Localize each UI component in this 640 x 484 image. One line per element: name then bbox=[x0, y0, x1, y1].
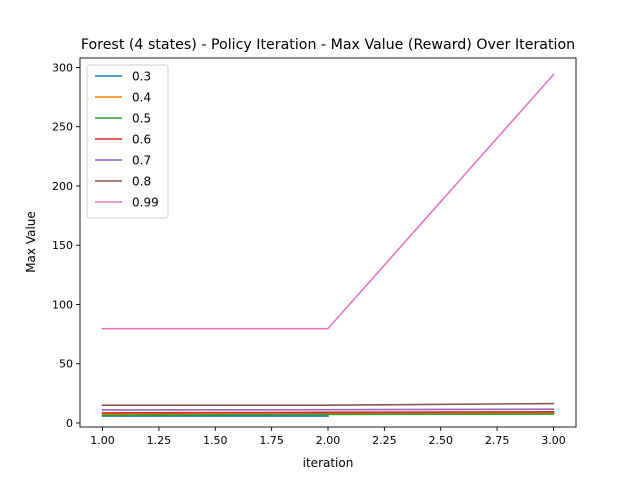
y-tick-label: 300 bbox=[52, 61, 73, 74]
legend-label: 0.8 bbox=[132, 175, 151, 189]
y-tick-label: 100 bbox=[52, 298, 73, 311]
y-tick-label: 150 bbox=[52, 239, 73, 252]
x-tick-label: 2.75 bbox=[485, 434, 510, 447]
y-tick-label: 0 bbox=[66, 417, 73, 430]
legend-label: 0.99 bbox=[132, 196, 159, 210]
series-line-0-8 bbox=[101, 402, 555, 407]
legend-label: 0.5 bbox=[132, 112, 151, 126]
y-tick-label: 50 bbox=[59, 358, 73, 371]
legend-label: 0.7 bbox=[132, 154, 151, 168]
x-tick-label: 2.25 bbox=[372, 434, 397, 447]
y-axis: 0 50 100 150 200 250 300 bbox=[52, 61, 80, 430]
legend: 0.3 0.4 0.5 0.6 0.7 0.8 0.99 bbox=[86, 64, 169, 219]
y-axis-label: Max Value bbox=[24, 211, 38, 273]
y-tick-label: 250 bbox=[52, 121, 73, 134]
x-tick-label: 2.00 bbox=[316, 434, 341, 447]
x-tick-label: 2.50 bbox=[428, 434, 453, 447]
legend-box bbox=[86, 64, 169, 219]
x-axis-label: iteration bbox=[303, 456, 354, 470]
x-tick-label: 1.50 bbox=[203, 434, 228, 447]
series-group bbox=[101, 73, 555, 417]
legend-label: 0.4 bbox=[132, 91, 151, 105]
y-tick-label: 200 bbox=[52, 180, 73, 193]
x-tick-label: 3.00 bbox=[541, 434, 566, 447]
x-tick-label: 1.25 bbox=[147, 434, 172, 447]
series-line-0-7 bbox=[101, 408, 555, 411]
series-line-0-5 bbox=[101, 413, 555, 417]
series-line-0-6 bbox=[101, 411, 555, 414]
x-tick-label: 1.75 bbox=[259, 434, 284, 447]
legend-label: 0.6 bbox=[132, 133, 151, 147]
legend-label: 0.3 bbox=[132, 70, 151, 84]
x-tick-label: 1.00 bbox=[90, 434, 115, 447]
x-axis: 1.00 1.25 1.50 1.75 2.00 2.25 2.50 2.75 3.00 bbox=[90, 427, 566, 447]
series-line-0-99 bbox=[101, 73, 555, 330]
chart-title: Forest (4 states) - Policy Iteration - M… bbox=[81, 37, 575, 53]
